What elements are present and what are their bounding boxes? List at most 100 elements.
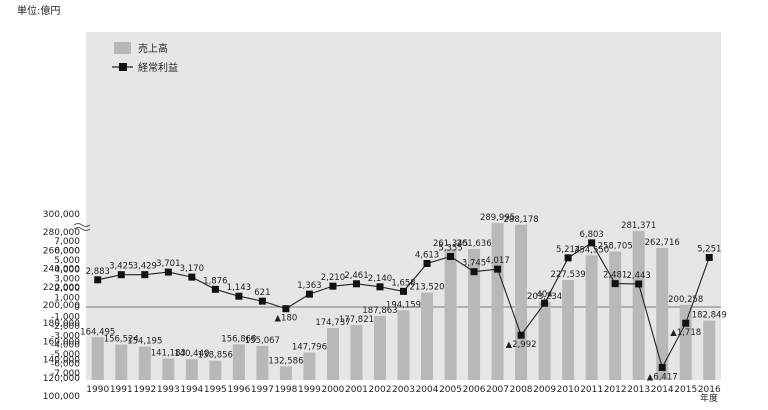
sales-bar <box>632 230 645 380</box>
sales-tick-label: 260,000 <box>43 246 80 256</box>
legend-sales-label: 売上高 <box>138 42 168 55</box>
profit-value-label: 404 <box>536 290 552 300</box>
profit-value-label: 1,143 <box>227 283 251 293</box>
sales-value-label: 203,234 <box>527 292 562 302</box>
profit-tick-label: 3,000 <box>54 275 80 285</box>
sales-value-label: 187,863 <box>362 306 397 316</box>
sales-bar <box>703 320 716 380</box>
profit-value-label: 2,140 <box>368 274 392 284</box>
sales-bar <box>138 346 151 380</box>
sales-value-label: 262,716 <box>645 238 680 248</box>
profit-tick-label: -1,000 <box>51 312 80 322</box>
year-tick-label: 1998 <box>274 385 297 395</box>
year-tick-label: 2007 <box>486 385 509 395</box>
sales-bar <box>256 345 269 380</box>
sales-value-label: 227,539 <box>551 270 586 280</box>
profit-value-label: ▲2,992 <box>506 340 537 350</box>
sales-value-label: 200,258 <box>668 295 703 305</box>
year-tick-label: 1996 <box>227 385 250 395</box>
year-tick-label: 2000 <box>321 385 344 395</box>
year-tick-label: 2009 <box>533 385 556 395</box>
profit-tick-label: -3,000 <box>51 331 80 341</box>
sales-tick-label: 220,000 <box>43 283 80 293</box>
profit-value-label: 2,443 <box>627 271 651 281</box>
profit-marker <box>164 268 172 276</box>
profit-marker <box>494 265 502 273</box>
year-tick-label: 2006 <box>463 385 486 395</box>
sales-bar <box>350 325 363 380</box>
sales-tick-label: 160,000 <box>43 337 80 347</box>
sales-bar <box>562 279 575 380</box>
sales-value-label: 213,520 <box>409 283 444 293</box>
profit-tick-label: -6,000 <box>51 360 80 370</box>
profit-marker <box>588 239 596 247</box>
sales-tick-label: 240,000 <box>43 265 80 275</box>
unit-label: 単位:億円 <box>17 4 60 17</box>
year-tick-label: 1993 <box>157 385 180 395</box>
year-tick-label: 2015 <box>674 385 697 395</box>
profit-value-label: 6,803 <box>579 230 603 240</box>
profit-marker <box>541 299 549 307</box>
sales-bar <box>421 292 434 380</box>
profit-tick-label: -4,000 <box>51 341 80 351</box>
profit-marker <box>141 271 149 279</box>
profit-marker <box>329 282 337 290</box>
year-tick-label: 2003 <box>392 385 415 395</box>
profit-value-label: 3,429 <box>133 262 157 272</box>
year-tick-label: 2002 <box>369 385 392 395</box>
profit-marker <box>376 283 384 291</box>
x-axis: 1990 1991 1992 1993 1994 1995 1996 1997 1998 1999… <box>86 385 721 395</box>
profit-value-label: 3,701 <box>156 259 180 269</box>
year-tick-label: 1994 <box>180 385 203 395</box>
profit-value-label: 2,883 <box>86 267 110 277</box>
sales-value-label: 254,550 <box>574 245 609 255</box>
profit-marker <box>682 319 690 327</box>
profit-tick-label: 2,000 <box>54 284 80 294</box>
profit-axis: 7,0006,0005,0004,0003,0002,0001,0000-1,0… <box>51 237 721 379</box>
year-tick-label: 2008 <box>510 385 533 395</box>
profit-value-label: ▲180 <box>275 314 298 324</box>
sales-axis: 100,000 120,000 140,000 160,000 180,000 200,0… <box>43 210 80 402</box>
sales-bar <box>397 310 410 380</box>
year-tick-label: 1992 <box>133 385 156 395</box>
legend: 売上高 経常利益 <box>112 42 178 74</box>
profit-marker <box>470 268 478 276</box>
profit-value-label: 5,251 <box>697 244 721 254</box>
sales-value-label: 289,995 <box>480 213 515 223</box>
sales-value-label: 194,159 <box>386 300 421 310</box>
profit-marker <box>117 271 125 279</box>
legend-profit-label: 経常利益 <box>138 61 178 74</box>
sales-bar <box>91 337 104 380</box>
sales-bar <box>515 224 528 380</box>
profit-tick-label: -2,000 <box>51 322 80 332</box>
profit-value-label: 1,363 <box>297 281 321 291</box>
profit-value-label: 3,170 <box>180 264 204 274</box>
profit-marker <box>611 280 619 288</box>
sales-bar <box>115 344 128 380</box>
sales-bar <box>444 249 457 380</box>
break-line <box>73 227 91 231</box>
sales-value-label: 258,705 <box>598 242 633 252</box>
profit-value-label: 2,461 <box>344 271 368 281</box>
profit-marker <box>258 297 266 305</box>
sales-bars <box>91 223 716 380</box>
profit-tick-label: 1,000 <box>54 294 80 304</box>
legend-profit-marker <box>119 63 127 71</box>
year-tick-label: 2001 <box>345 385 368 395</box>
year-tick-label: 1991 <box>110 385 133 395</box>
profit-value-label: 3,425 <box>109 262 133 272</box>
sales-tick-label: 280,000 <box>43 228 80 238</box>
profit-marker <box>400 287 407 295</box>
year-tick-label: 2013 <box>627 385 650 395</box>
legend-sales-swatch <box>114 42 131 54</box>
profit-marker <box>658 364 666 372</box>
sales-value-label: 182,849 <box>692 311 727 321</box>
profit-value-label: 4,017 <box>485 256 509 266</box>
profit-value-label: 1,876 <box>203 276 227 286</box>
sales-value-label: 261,636 <box>456 239 491 249</box>
sales-tick-label: 300,000 <box>43 210 80 220</box>
sales-tick-label: 100,000 <box>43 392 80 402</box>
sales-bar <box>232 344 245 380</box>
